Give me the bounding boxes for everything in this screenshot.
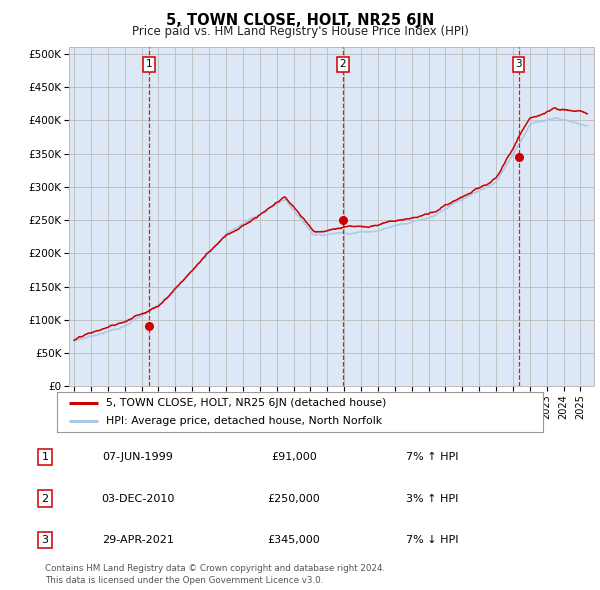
Text: £345,000: £345,000 — [268, 535, 320, 545]
Text: 3% ↑ HPI: 3% ↑ HPI — [406, 494, 458, 503]
Text: Contains HM Land Registry data © Crown copyright and database right 2024.
This d: Contains HM Land Registry data © Crown c… — [45, 564, 385, 585]
Text: 07-JUN-1999: 07-JUN-1999 — [103, 453, 173, 462]
Text: 7% ↑ HPI: 7% ↑ HPI — [406, 453, 458, 462]
Text: 3: 3 — [515, 60, 522, 70]
Text: 3: 3 — [41, 535, 49, 545]
Text: Price paid vs. HM Land Registry's House Price Index (HPI): Price paid vs. HM Land Registry's House … — [131, 25, 469, 38]
Text: HPI: Average price, detached house, North Norfolk: HPI: Average price, detached house, Nort… — [106, 416, 382, 426]
Text: 2: 2 — [41, 494, 49, 503]
Text: 1: 1 — [146, 60, 152, 70]
Text: £250,000: £250,000 — [268, 494, 320, 503]
Text: 03-DEC-2010: 03-DEC-2010 — [101, 494, 175, 503]
Text: 29-APR-2021: 29-APR-2021 — [102, 535, 174, 545]
Text: 5, TOWN CLOSE, HOLT, NR25 6JN: 5, TOWN CLOSE, HOLT, NR25 6JN — [166, 13, 434, 28]
Text: 5, TOWN CLOSE, HOLT, NR25 6JN (detached house): 5, TOWN CLOSE, HOLT, NR25 6JN (detached … — [106, 398, 386, 408]
Text: 2: 2 — [340, 60, 346, 70]
Text: 1: 1 — [41, 453, 49, 462]
Text: 7% ↓ HPI: 7% ↓ HPI — [406, 535, 458, 545]
Text: £91,000: £91,000 — [271, 453, 317, 462]
